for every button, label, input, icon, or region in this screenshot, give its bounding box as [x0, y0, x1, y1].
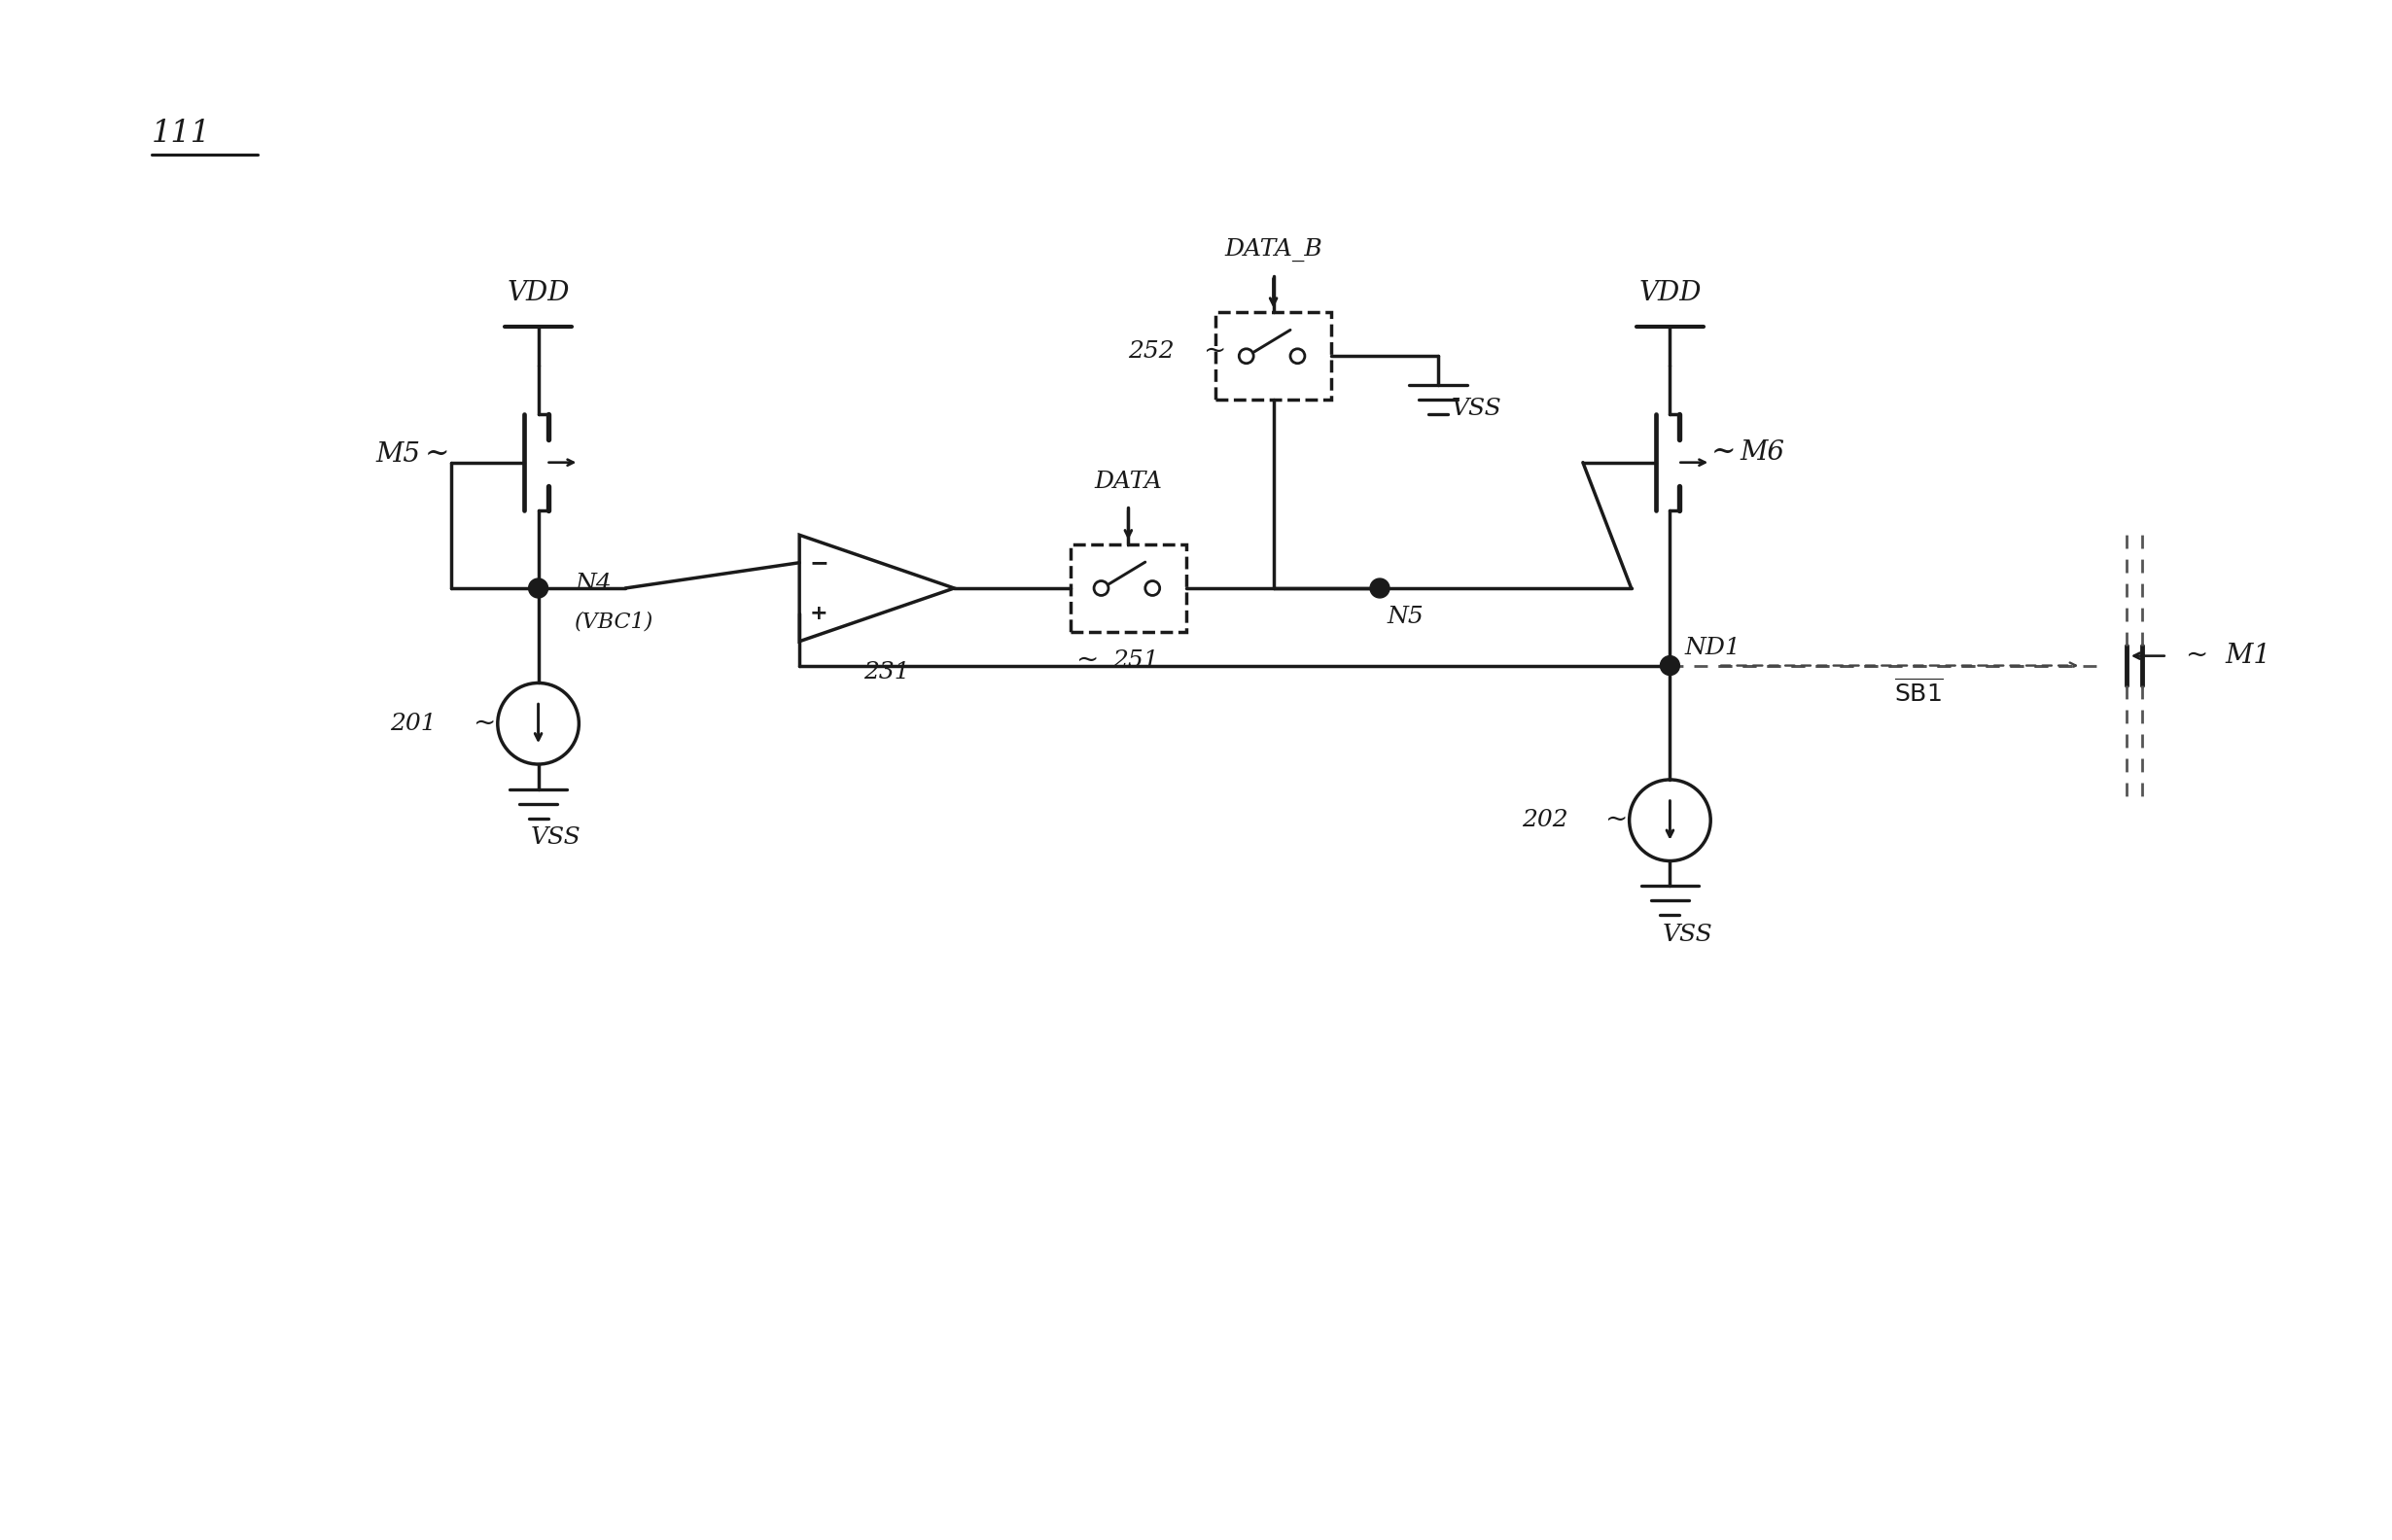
Text: ~  M1: ~ M1 [2186, 642, 2270, 668]
Circle shape [1660, 656, 1679, 675]
Text: +: + [811, 604, 828, 624]
Text: DATA_B: DATA_B [1225, 239, 1323, 262]
Text: 202: 202 [1521, 808, 1569, 832]
Text: DATA: DATA [1093, 471, 1163, 493]
Text: 231: 231 [864, 661, 909, 684]
Text: −: − [808, 551, 828, 574]
Text: ~: ~ [474, 710, 498, 736]
Text: 252: 252 [1129, 340, 1174, 362]
Text: ~: ~ [1605, 807, 1629, 833]
Text: (VBC1): (VBC1) [574, 611, 653, 633]
Text: VDD: VDD [1639, 280, 1701, 306]
Text: VSS: VSS [531, 827, 581, 849]
Text: ~: ~ [1203, 339, 1227, 365]
Text: 111: 111 [151, 119, 210, 149]
Text: N5: N5 [1387, 607, 1423, 628]
Text: M6: M6 [1739, 439, 1784, 467]
Text: ~: ~ [1710, 437, 1737, 468]
Text: ~: ~ [423, 439, 450, 470]
Text: ~: ~ [1076, 648, 1098, 675]
Text: VDD: VDD [507, 280, 569, 306]
Circle shape [529, 579, 548, 598]
Text: ND1: ND1 [1684, 638, 1741, 659]
Text: M5: M5 [376, 442, 421, 468]
Text: 201: 201 [390, 713, 438, 735]
Text: 251: 251 [1112, 650, 1160, 671]
Circle shape [1371, 579, 1390, 598]
Text: VSS: VSS [1662, 922, 1713, 946]
Text: VSS: VSS [1452, 397, 1502, 420]
Text: N4: N4 [574, 573, 612, 594]
Text: $\overline{\mathrm{SB1}}$: $\overline{\mathrm{SB1}}$ [1894, 679, 1945, 707]
